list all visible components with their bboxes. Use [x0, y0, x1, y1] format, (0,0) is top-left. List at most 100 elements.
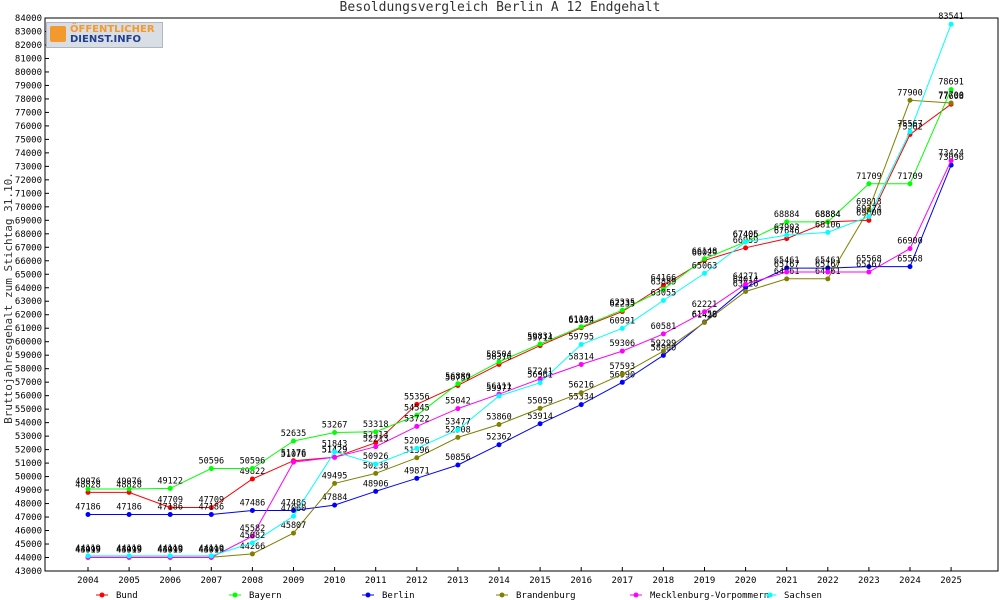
data-point: [619, 307, 625, 313]
data-label: 59714: [527, 334, 553, 344]
y-tick-label: 72000: [15, 176, 42, 186]
data-point: [249, 551, 255, 557]
data-point: [85, 486, 91, 492]
data-label: 50596: [199, 457, 225, 467]
data-point: [825, 276, 831, 282]
logo-line-1: ÖFFENTLICHER: [70, 24, 155, 35]
data-point: [332, 430, 338, 436]
data-label: 44266: [240, 542, 266, 552]
data-point: [743, 288, 749, 294]
y-tick-label: 68000: [15, 230, 42, 240]
y-tick-label: 43000: [15, 567, 42, 577]
data-label: 47884: [322, 493, 348, 503]
data-label: 54545: [404, 403, 430, 413]
data-label: 51843: [322, 440, 348, 450]
data-point: [660, 298, 666, 304]
data-point: [578, 390, 584, 396]
data-point: [578, 324, 584, 330]
data-point: [291, 438, 296, 444]
data-label: 51176: [281, 449, 307, 459]
data-point: [249, 507, 255, 513]
data-label: 44119: [116, 544, 142, 554]
data-point: [414, 423, 420, 429]
series-line: [88, 99, 952, 558]
legend-swatch-marker: [499, 592, 505, 598]
data-label: 65568: [856, 255, 882, 265]
data-point: [784, 232, 790, 238]
data-label: 65461: [815, 256, 841, 266]
legend-swatch-marker: [365, 592, 371, 598]
y-tick-label: 61000: [15, 324, 42, 334]
series-line: [88, 103, 952, 508]
y-tick-label: 83000: [15, 27, 42, 37]
x-tick-label: 2004: [77, 576, 99, 586]
data-label: 49076: [75, 477, 101, 487]
data-label: 47060: [281, 504, 307, 514]
data-label: 49822: [240, 467, 266, 477]
legend-swatch-marker: [99, 592, 105, 598]
data-point: [825, 265, 831, 271]
data-point: [948, 100, 954, 106]
x-tick-label: 2022: [817, 576, 839, 586]
data-point: [784, 265, 790, 271]
data-point: [332, 480, 338, 486]
data-point: [126, 553, 132, 559]
data-point: [866, 214, 872, 220]
data-label: 59831: [527, 332, 553, 342]
data-label: 52513: [363, 431, 389, 441]
data-label: 71709: [897, 172, 923, 182]
data-point: [825, 229, 831, 235]
series-line: [88, 89, 952, 490]
legend-label: Sachsen: [784, 591, 822, 600]
data-point: [537, 376, 543, 382]
y-tick-label: 76000: [15, 122, 42, 132]
data-point: [167, 504, 173, 510]
data-label: 62335: [610, 298, 636, 308]
data-label: 57593: [610, 362, 636, 372]
data-point: [373, 440, 379, 446]
y-tick-label: 47000: [15, 513, 42, 523]
data-label: 65461: [774, 256, 800, 266]
data-label: 66148: [692, 247, 718, 257]
x-tick-label: 2014: [488, 576, 510, 586]
data-point: [208, 504, 214, 510]
series-group: 4882848828477094770949822511765142952513…: [75, 12, 964, 561]
data-label: 53267: [322, 421, 348, 431]
data-point: [743, 281, 749, 287]
y-tick-label: 57000: [15, 378, 42, 388]
data-label: 59299: [651, 339, 677, 349]
data-label: 61459: [692, 310, 718, 320]
data-point: [291, 513, 296, 519]
y-tick-label: 58000: [15, 365, 42, 375]
data-point: [743, 239, 749, 245]
series-line: [88, 24, 952, 557]
data-point: [414, 401, 420, 407]
data-label: 77700: [938, 91, 964, 101]
data-point: [373, 461, 379, 467]
data-point: [866, 181, 872, 187]
data-label: 43999: [199, 546, 225, 556]
logo-mark-icon: [50, 26, 66, 42]
data-label: 52096: [404, 436, 430, 446]
series-sachsen: 44119 44119 44119 44119 45082 47060 51843 50926…: [75, 12, 964, 559]
data-label: 65063: [692, 261, 718, 271]
data-point: [784, 269, 790, 275]
data-label: 49122: [157, 476, 183, 486]
data-point: [784, 236, 790, 242]
x-tick-label: 2025: [940, 576, 962, 586]
data-label: 65568: [897, 255, 923, 265]
data-point: [85, 553, 91, 559]
data-point: [332, 449, 338, 455]
data-label: 60991: [610, 316, 636, 326]
data-label: 55042: [445, 397, 471, 407]
data-label: 61032: [568, 316, 594, 326]
y-tick-label: 84000: [15, 14, 42, 24]
legend-item: Sachsen: [764, 591, 822, 600]
data-label: 73424: [938, 149, 964, 159]
data-point: [455, 427, 461, 433]
data-label: 65167: [815, 260, 841, 270]
data-point: [496, 393, 502, 399]
y-tick-label: 78000: [15, 95, 42, 105]
legend-label: Brandenburg: [516, 591, 576, 600]
